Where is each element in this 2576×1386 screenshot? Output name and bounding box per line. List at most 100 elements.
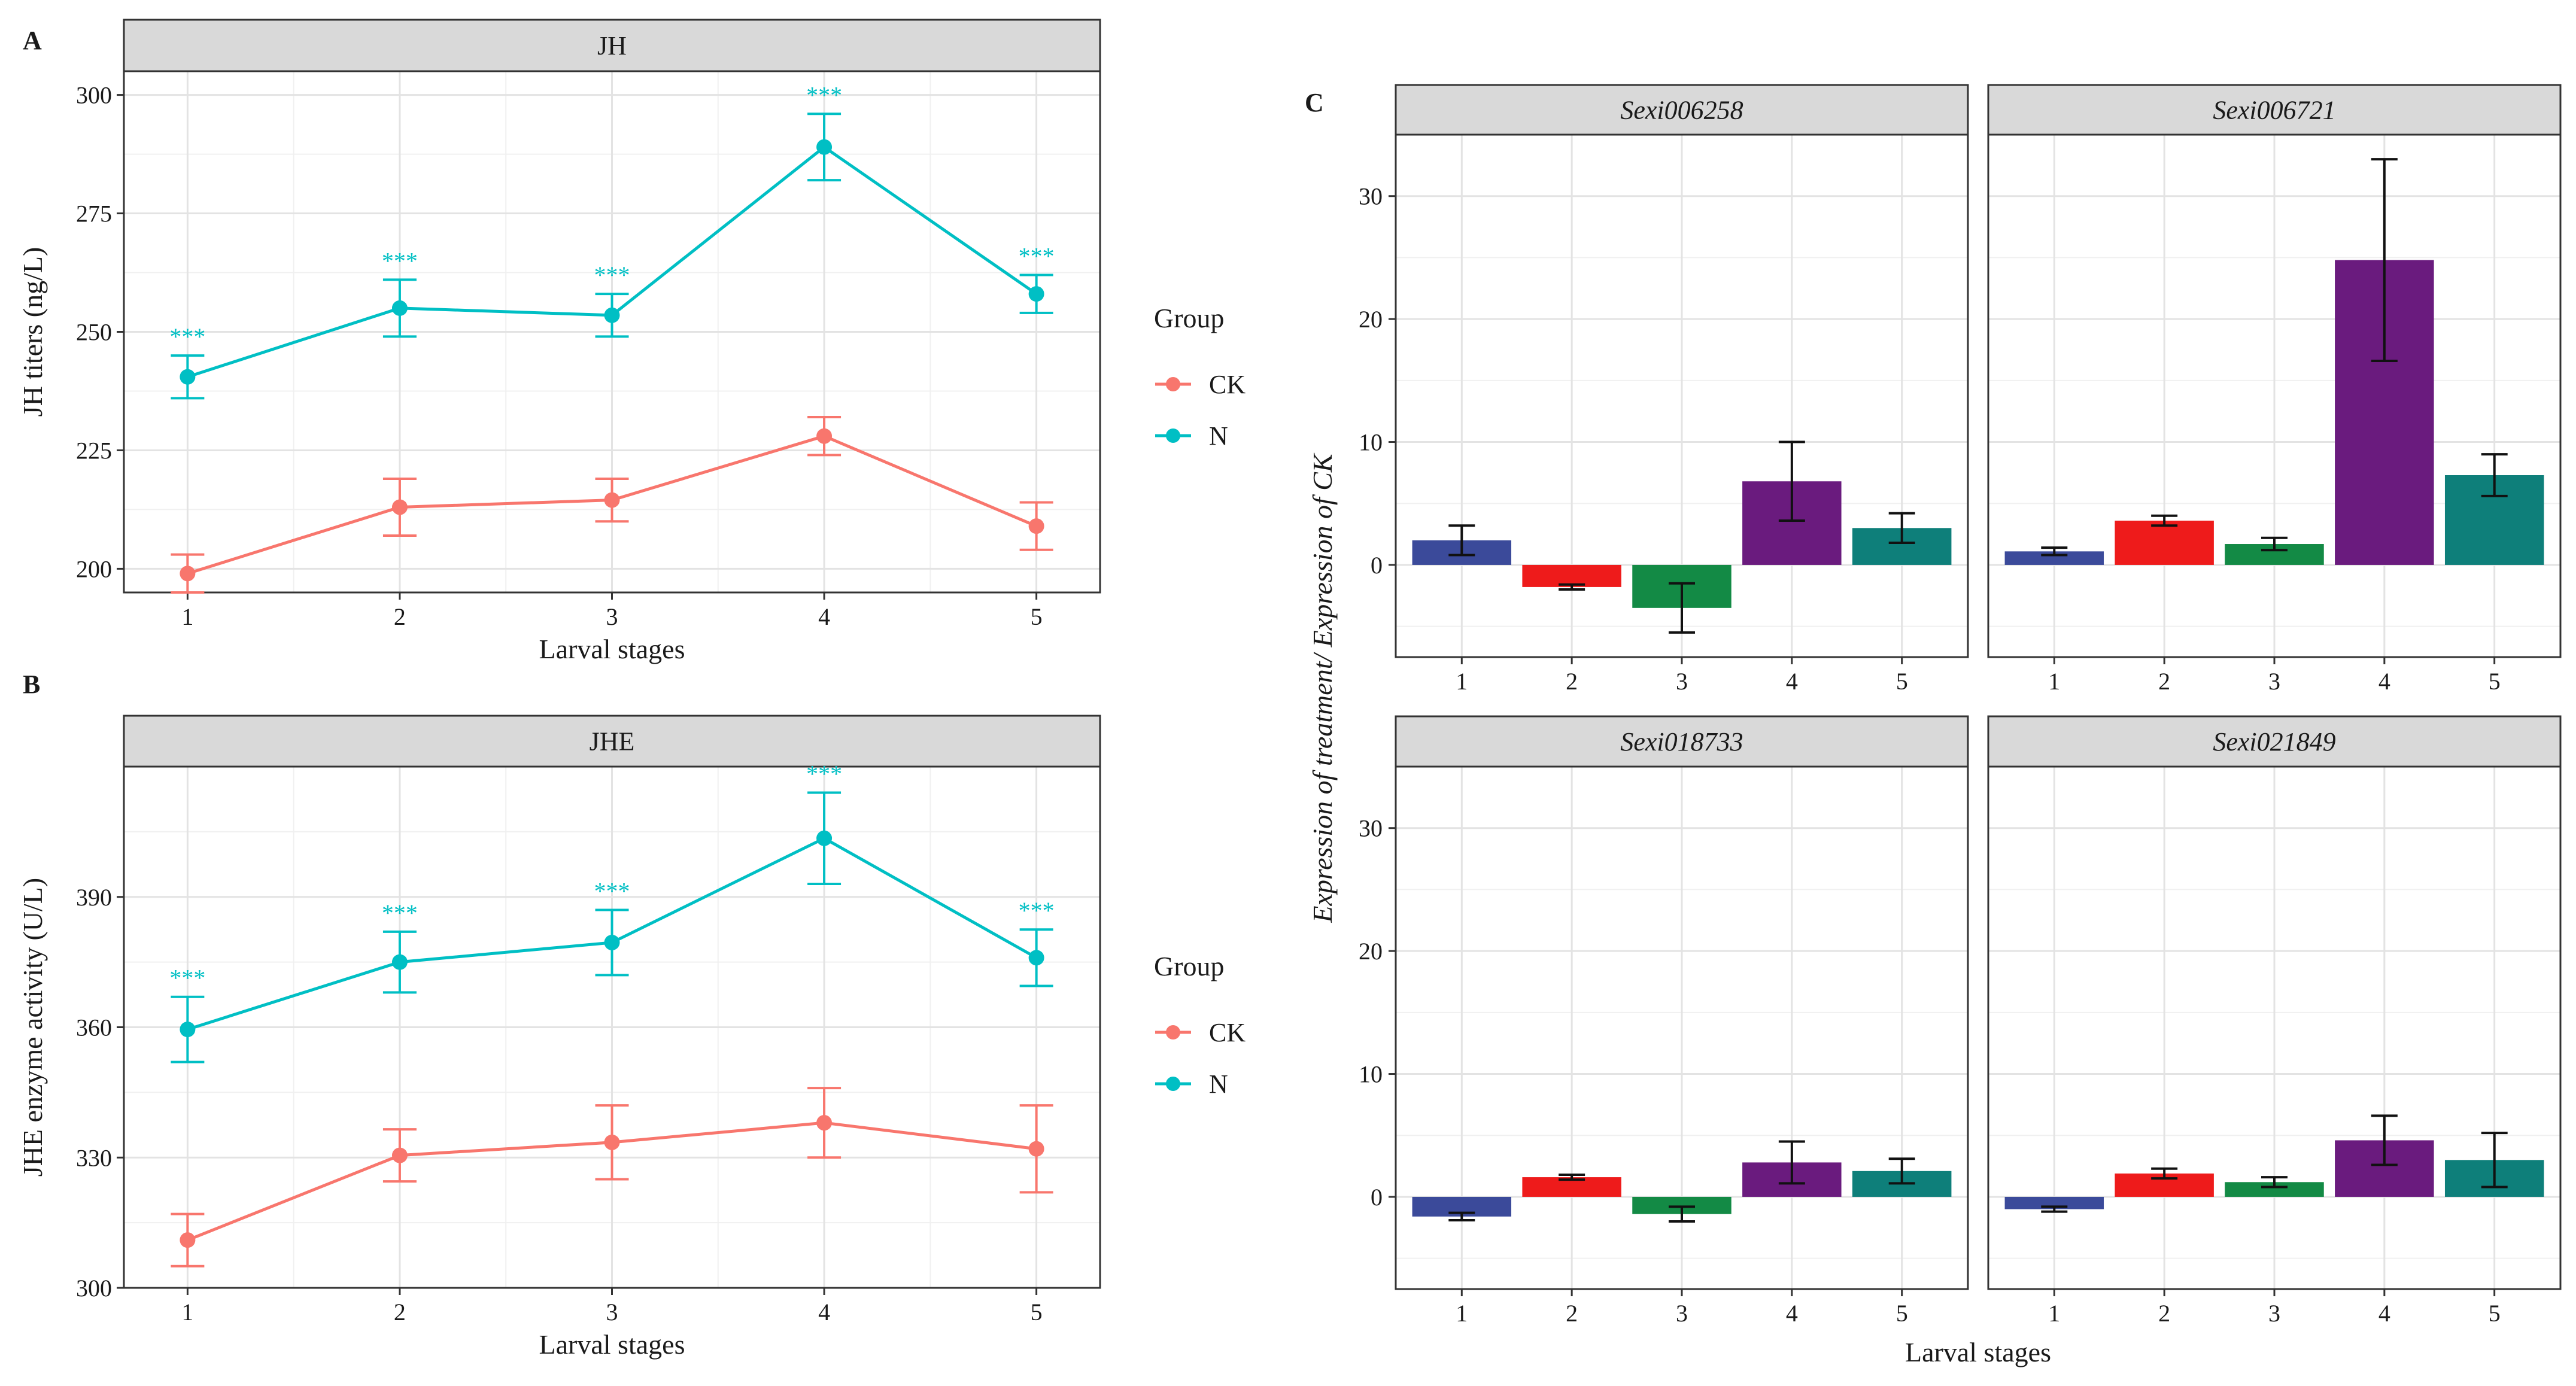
legend-key-point-ck bbox=[1166, 377, 1180, 391]
data-point-n bbox=[1028, 950, 1044, 966]
x-tick-label-b: 5 bbox=[1031, 1299, 1043, 1326]
data-point-ck bbox=[180, 1232, 196, 1248]
data-point-n bbox=[391, 300, 408, 316]
x-axis-title-b: Larval stages bbox=[539, 1329, 685, 1360]
x-tick-label-b: 3 bbox=[606, 1299, 618, 1326]
x-tick-label-facet-2: 4 bbox=[2378, 668, 2390, 695]
x-tick-label-facet-3: 5 bbox=[1896, 1300, 1908, 1327]
x-tick-label-facet-4: 3 bbox=[2268, 1300, 2280, 1327]
facet-title-facet-2: Sexi006721 bbox=[2213, 96, 2335, 125]
legend-key-point-ck bbox=[1166, 1025, 1180, 1040]
x-tick-label-facet-2: 2 bbox=[2158, 668, 2170, 695]
significance-label-a: *** bbox=[806, 81, 842, 108]
y-tick-label-facet-1: 0 bbox=[1371, 552, 1383, 579]
facet-strip-a bbox=[123, 19, 1101, 72]
significance-label-b: *** bbox=[382, 899, 418, 926]
y-tick-label-facet-3: 0 bbox=[1371, 1184, 1383, 1211]
y-tick-label-a: 225 bbox=[76, 437, 112, 464]
x-tick-label-facet-1: 3 bbox=[1676, 668, 1688, 695]
legend-key-point-n bbox=[1166, 1077, 1180, 1091]
y-axis-title-c: Expression of treatment/ Expression of C… bbox=[1307, 452, 1338, 923]
legend-title-a: Group bbox=[1154, 303, 1225, 333]
significance-label-b: *** bbox=[169, 965, 205, 992]
x-tick-label-b: 1 bbox=[181, 1299, 193, 1326]
x-tick-label-a: 4 bbox=[818, 603, 830, 630]
significance-label-a: *** bbox=[382, 247, 418, 274]
x-tick-label-facet-2: 1 bbox=[2048, 668, 2060, 695]
y-tick-label-facet-1: 30 bbox=[1359, 183, 1383, 210]
facet-strip-b bbox=[123, 715, 1101, 768]
y-axis-title-b: JHE enzyme activity (U/L) bbox=[17, 878, 48, 1177]
x-tick-label-facet-4: 2 bbox=[2158, 1300, 2170, 1327]
legend-label-ck: CK bbox=[1209, 1018, 1246, 1047]
x-tick-label-facet-3: 2 bbox=[1566, 1300, 1578, 1327]
x-axis-title-a: Larval stages bbox=[539, 634, 685, 664]
data-point-n bbox=[816, 830, 833, 846]
x-tick-label-facet-1: 5 bbox=[1896, 668, 1908, 695]
x-tick-label-facet-4: 5 bbox=[2489, 1300, 2501, 1327]
y-tick-label-facet-1: 20 bbox=[1359, 306, 1383, 333]
significance-label-a: *** bbox=[1019, 242, 1055, 269]
data-point-ck bbox=[391, 1147, 408, 1163]
x-tick-label-facet-4: 4 bbox=[2378, 1300, 2390, 1327]
y-tick-label-facet-3: 20 bbox=[1359, 938, 1383, 965]
panel-letter-b: B bbox=[23, 670, 40, 699]
data-point-n bbox=[816, 139, 833, 155]
y-tick-label-b: 330 bbox=[76, 1144, 112, 1171]
x-tick-label-facet-1: 1 bbox=[1456, 668, 1468, 695]
x-tick-label-facet-2: 3 bbox=[2268, 668, 2280, 695]
y-tick-label-a: 300 bbox=[76, 82, 112, 109]
significance-label-b: *** bbox=[806, 761, 842, 788]
data-point-ck bbox=[604, 1134, 620, 1150]
data-point-n bbox=[604, 307, 620, 323]
x-axis-title-c: Larval stages bbox=[1905, 1337, 2051, 1367]
x-tick-label-a: 2 bbox=[394, 603, 406, 630]
legend-label-n: N bbox=[1209, 1069, 1228, 1099]
data-point-n bbox=[1028, 286, 1044, 302]
x-tick-label-b: 4 bbox=[818, 1299, 830, 1326]
legend-title-b: Group bbox=[1154, 951, 1225, 981]
y-tick-label-a: 200 bbox=[76, 555, 112, 582]
facet-title-a: JH bbox=[597, 31, 627, 60]
data-point-ck bbox=[816, 1115, 833, 1131]
y-tick-label-a: 275 bbox=[76, 200, 112, 227]
x-tick-label-a: 1 bbox=[181, 603, 193, 630]
x-tick-label-facet-1: 4 bbox=[1786, 668, 1798, 695]
x-tick-label-a: 3 bbox=[606, 603, 618, 630]
facet-title-facet-1: Sexi006258 bbox=[1620, 96, 1743, 125]
significance-label-b: *** bbox=[1019, 897, 1055, 924]
bar-facet-4-stage-1 bbox=[2004, 1196, 2104, 1209]
significance-label-a: *** bbox=[594, 262, 630, 288]
y-tick-label-b: 360 bbox=[76, 1014, 112, 1041]
bar-facet-2-stage-2 bbox=[2115, 520, 2214, 565]
data-point-n bbox=[391, 954, 408, 970]
x-tick-label-b: 2 bbox=[394, 1299, 406, 1326]
legend-label-n: N bbox=[1209, 421, 1228, 451]
x-tick-label-facet-3: 1 bbox=[1456, 1300, 1468, 1327]
facet-title-facet-3: Sexi018733 bbox=[1620, 727, 1743, 756]
significance-label-a: *** bbox=[169, 323, 205, 350]
data-point-n bbox=[180, 1022, 196, 1038]
facet-title-facet-4: Sexi021849 bbox=[2213, 727, 2335, 756]
panel-letter-a: A bbox=[23, 26, 42, 55]
y-tick-label-facet-3: 30 bbox=[1359, 815, 1383, 842]
bar-facet-2-stage-1 bbox=[2004, 551, 2104, 565]
legend-label-ck: CK bbox=[1209, 370, 1246, 399]
x-tick-label-facet-4: 1 bbox=[2048, 1300, 2060, 1327]
data-point-ck bbox=[1028, 1141, 1044, 1157]
y-tick-label-facet-3: 10 bbox=[1359, 1061, 1383, 1088]
facet-strip-facet-3 bbox=[1395, 715, 1969, 768]
x-tick-label-facet-2: 5 bbox=[2489, 668, 2501, 695]
legend-key-point-n bbox=[1166, 428, 1180, 443]
x-tick-label-facet-1: 2 bbox=[1566, 668, 1578, 695]
facet-strip-facet-2 bbox=[1987, 84, 2562, 136]
data-point-ck bbox=[604, 492, 620, 508]
panel-letter-c: C bbox=[1305, 88, 1324, 117]
y-tick-label-a: 250 bbox=[76, 319, 112, 346]
y-tick-label-b: 390 bbox=[76, 884, 112, 911]
data-point-ck bbox=[391, 499, 408, 515]
significance-label-b: *** bbox=[594, 878, 630, 905]
facet-title-b: JHE bbox=[590, 727, 635, 756]
data-point-ck bbox=[816, 428, 833, 444]
facet-strip-facet-4 bbox=[1987, 715, 2562, 768]
